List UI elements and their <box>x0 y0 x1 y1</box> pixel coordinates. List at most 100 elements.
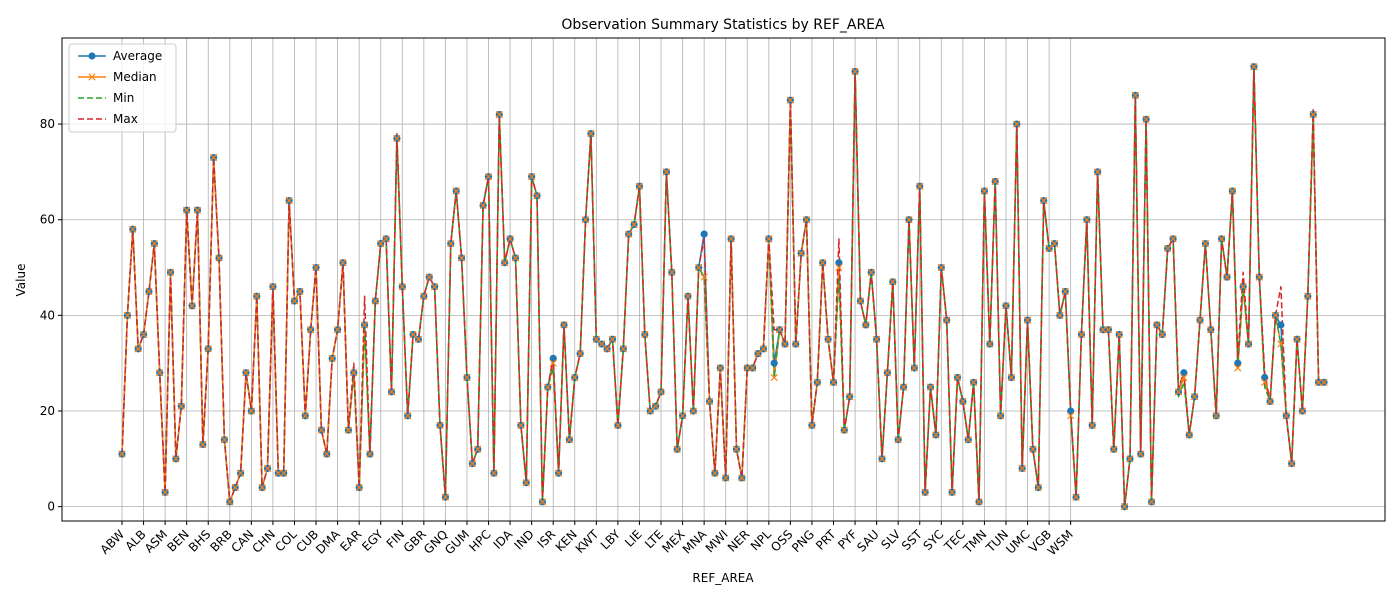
median-point <box>366 450 374 458</box>
y-tick-label: 20 <box>40 404 55 418</box>
average-point <box>700 230 708 238</box>
median-point <box>420 292 428 300</box>
median-point <box>139 330 148 339</box>
y-tick-label: 0 <box>47 500 55 514</box>
median-point <box>156 369 164 377</box>
median-point <box>808 421 816 429</box>
median-point <box>970 378 978 386</box>
median-point <box>1191 393 1199 401</box>
median-point <box>657 388 665 396</box>
median-point <box>1147 498 1156 506</box>
median-point <box>344 426 353 434</box>
median-point <box>517 421 525 429</box>
median-point <box>932 431 940 439</box>
median-point <box>894 436 902 444</box>
median-point <box>307 326 315 334</box>
median-point <box>166 268 175 276</box>
median-point <box>1007 373 1015 382</box>
median-point <box>231 483 239 492</box>
median-point <box>1018 464 1026 473</box>
median-point <box>452 187 460 195</box>
median-point <box>129 225 137 233</box>
median-point <box>1120 503 1129 511</box>
legend-label-max: Max <box>113 112 138 126</box>
median-point <box>883 369 892 377</box>
median-point <box>1180 373 1188 382</box>
median-point <box>204 345 212 353</box>
median-point <box>253 292 261 300</box>
median-point <box>387 388 396 396</box>
average-point <box>549 354 557 363</box>
y-axis-label: Value <box>14 264 28 297</box>
median-point <box>937 263 945 272</box>
median-point <box>1061 287 1069 296</box>
median-point <box>1164 244 1172 253</box>
median-point <box>479 201 487 210</box>
median-point <box>1142 115 1150 123</box>
median-point <box>980 187 989 195</box>
median-point <box>630 220 638 229</box>
median-point <box>603 345 611 353</box>
median-point <box>614 421 622 429</box>
median-point <box>813 378 821 386</box>
median-point <box>425 273 433 281</box>
median-point <box>1088 421 1096 429</box>
median-point <box>1093 168 1102 176</box>
median-point <box>312 263 320 272</box>
legend-label-min: Min <box>113 91 134 105</box>
median-point <box>1309 110 1317 119</box>
median-point <box>862 321 870 329</box>
median-point <box>846 393 854 401</box>
median-point <box>258 483 266 492</box>
median-point <box>1201 240 1210 248</box>
average-point <box>1234 359 1242 367</box>
median-point <box>1223 273 1231 281</box>
median-point <box>1207 326 1215 334</box>
median-point <box>759 345 768 353</box>
median-point <box>1083 216 1091 224</box>
median-point <box>355 483 363 492</box>
legend-box <box>68 43 177 133</box>
median-point <box>1067 412 1075 420</box>
median-point <box>1228 187 1236 195</box>
median-point <box>490 469 498 477</box>
median-point <box>1271 311 1280 319</box>
median-point <box>738 474 746 482</box>
median-point <box>964 436 972 444</box>
median-point <box>215 254 223 262</box>
median-point <box>635 182 644 190</box>
median-point <box>668 268 676 276</box>
median-point <box>684 292 692 300</box>
median-point <box>333 326 342 334</box>
median-point <box>538 498 547 506</box>
median-point <box>199 440 207 449</box>
median-point <box>1115 330 1123 339</box>
median-point <box>1277 340 1285 348</box>
median-point <box>236 469 245 477</box>
median-point <box>641 330 649 339</box>
median-point <box>889 278 897 286</box>
median-point <box>145 287 153 296</box>
median-point <box>285 196 293 205</box>
average-point <box>835 259 843 267</box>
median-point <box>398 283 406 291</box>
median-point <box>608 335 617 343</box>
median-point <box>177 402 185 410</box>
median-point <box>441 493 450 501</box>
y-axis: 0 20 40 60 80 <box>40 117 62 514</box>
median-point <box>350 369 358 377</box>
median-point <box>1288 459 1296 468</box>
median-point <box>274 469 282 477</box>
median-point <box>317 426 326 434</box>
y-tick-label: 80 <box>40 117 55 131</box>
average-point <box>1067 407 1075 415</box>
median-point <box>678 412 687 420</box>
median-point <box>533 192 541 200</box>
median-point <box>867 268 875 276</box>
median-point <box>210 153 218 162</box>
median-point <box>781 340 789 348</box>
median-point <box>651 402 660 410</box>
median-point <box>819 259 827 267</box>
